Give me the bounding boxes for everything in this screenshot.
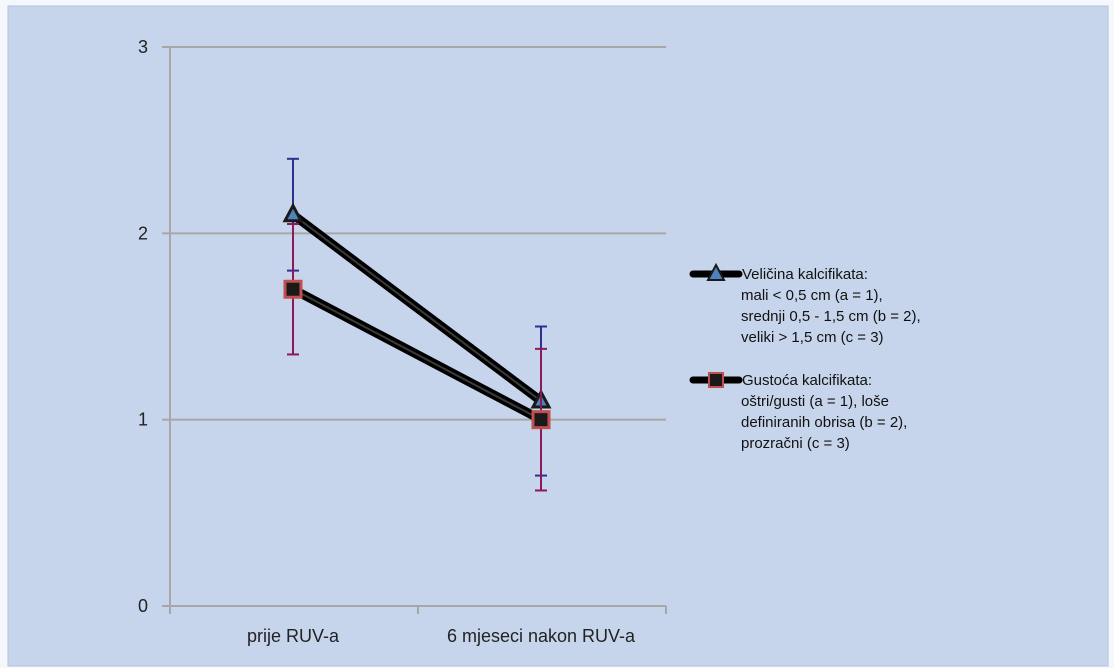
y-tick-label: 3 (138, 37, 148, 57)
legend-label-line: srednji 0,5 - 1,5 cm (b = 2), (741, 308, 921, 325)
y-tick-label: 0 (138, 596, 148, 616)
legend-label-line: Veličina kalcifikata: (742, 266, 868, 283)
series-line-highlight (292, 288, 542, 421)
legend-label-line: definiranih obrisa (b = 2), (741, 414, 907, 431)
legend-label-line: mali < 0,5 cm (a = 1), (741, 287, 883, 304)
legend-label-line: prozračni (c = 3) (741, 435, 850, 452)
legend-square-marker (708, 372, 724, 388)
legend-label-line: veliki > 1,5 cm (c = 3) (741, 329, 884, 346)
x-tick-label: 6 mjeseci nakon RUV-a (447, 626, 636, 646)
plot-background (7, 5, 1109, 667)
legend: Veličina kalcifikata: mali < 0,5 cm (a = … (689, 262, 921, 452)
axes-layer: 0 1 2 3 prije RUV-a 6 mjeseci nakon RUV-a (138, 37, 667, 646)
y-tick-label: 1 (138, 410, 148, 430)
legend-label-line: oštri/gusti (a = 1), loše (741, 393, 889, 410)
x-tick-label: prije RUV-a (247, 626, 340, 646)
series-line-highlight (292, 213, 542, 402)
square-marker (531, 410, 551, 430)
series-layer (282, 157, 552, 492)
legend-label-line: Gustoća kalcifikata: (742, 372, 872, 389)
triangle-marker (282, 202, 304, 223)
square-marker (283, 279, 303, 299)
y-tick-label: 2 (138, 223, 148, 243)
legend-triangle-marker (706, 262, 726, 281)
